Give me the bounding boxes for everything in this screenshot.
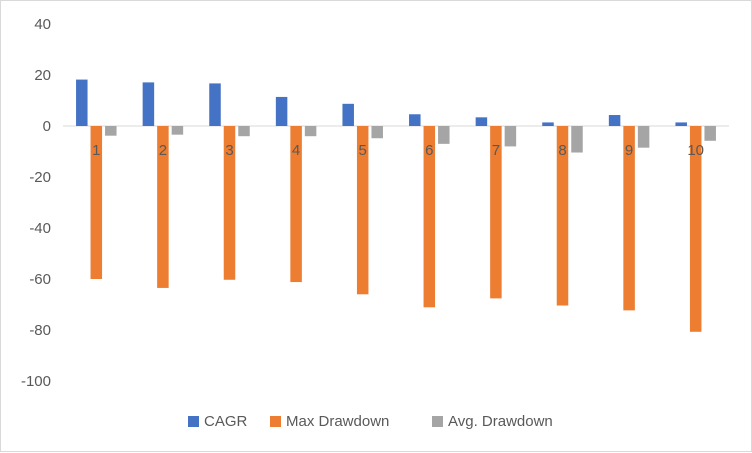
y-tick-label: -100 <box>21 373 51 390</box>
legend-label: CAGR <box>204 413 248 430</box>
bar-avg-drawdown-3 <box>238 126 250 137</box>
y-tick-label: -40 <box>29 220 51 237</box>
bar-cagr-4 <box>275 96 288 126</box>
bar-max-drawdown-9 <box>623 126 635 311</box>
bar-avg-drawdown-10 <box>704 126 716 141</box>
bar-cagr-9 <box>608 115 621 126</box>
legend-label: Avg. Drawdown <box>448 413 553 430</box>
y-tick-label: 0 <box>43 118 51 135</box>
bar-avg-drawdown-5 <box>371 126 383 139</box>
bar-max-drawdown-5 <box>356 126 369 295</box>
bar-cagr-7 <box>475 117 488 126</box>
legend-swatch <box>188 416 199 427</box>
bar-cagr-10 <box>675 122 687 126</box>
x-category-label: 1 <box>92 142 100 159</box>
y-tick-label: 20 <box>34 67 51 84</box>
bar-avg-drawdown-9 <box>637 126 650 148</box>
x-category-label: 3 <box>225 142 233 159</box>
y-tick-label: -80 <box>29 322 51 339</box>
bar-max-drawdown-7 <box>490 126 502 299</box>
bar-cagr-8 <box>542 122 554 126</box>
legend: CAGR Max Drawdown Avg. Drawdown <box>188 413 553 430</box>
bar-avg-drawdown-1 <box>105 126 117 136</box>
x-category-label: 4 <box>292 142 300 159</box>
bar-cagr-5 <box>342 103 354 126</box>
x-category-label: 6 <box>425 142 433 159</box>
category-labels: 1 2 3 4 5 6 7 8 9 10 <box>92 142 704 159</box>
bar-max-drawdown-6 <box>423 126 436 308</box>
y-tick-label: -20 <box>29 169 51 186</box>
bar-max-drawdown-8 <box>556 126 569 306</box>
y-tick-label: 40 <box>34 16 51 33</box>
x-category-label: 9 <box>625 142 633 159</box>
bar-max-drawdown-4 <box>290 126 302 283</box>
y-axis-tick-labels: 40 20 0 -20 -40 -60 -80 -100 <box>21 16 51 390</box>
bar-cagr-1 <box>76 79 88 126</box>
bar-avg-drawdown-6 <box>438 126 450 144</box>
x-category-label: 2 <box>159 142 167 159</box>
bars-group <box>76 79 716 332</box>
bar-avg-drawdown-2 <box>171 126 184 135</box>
bar-cagr-2 <box>142 82 155 126</box>
x-category-label: 5 <box>359 142 367 159</box>
bar-max-drawdown-10 <box>689 126 702 332</box>
x-category-label: 8 <box>558 142 566 159</box>
bar-avg-drawdown-8 <box>571 126 583 153</box>
x-category-label: 7 <box>492 142 500 159</box>
bar-max-drawdown-3 <box>223 126 236 280</box>
bar-max-drawdown-1 <box>90 126 103 279</box>
legend-label: Max Drawdown <box>286 413 389 430</box>
bar-cagr-3 <box>209 83 221 126</box>
x-category-label: 10 <box>687 142 704 159</box>
bar-cagr-6 <box>409 114 421 126</box>
y-tick-label: -60 <box>29 271 51 288</box>
legend-swatch <box>432 416 443 427</box>
bar-avg-drawdown-7 <box>504 126 517 147</box>
bar-max-drawdown-2 <box>157 126 169 288</box>
bar-avg-drawdown-4 <box>304 126 317 137</box>
legend-swatch <box>270 416 281 427</box>
